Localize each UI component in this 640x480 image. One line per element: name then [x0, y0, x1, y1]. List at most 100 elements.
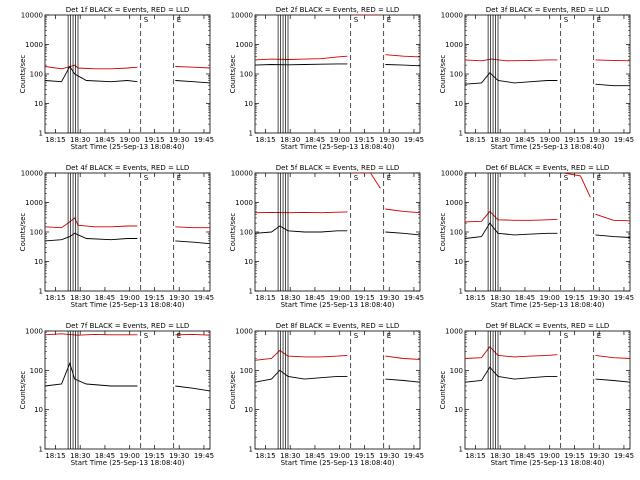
- y-tick-label: 10: [454, 100, 463, 108]
- plot-frame: [254, 14, 421, 134]
- y-tick-label: 1000: [25, 328, 43, 336]
- x-tick-label: 19:30: [589, 136, 609, 144]
- x-tick-label: 19:45: [404, 136, 424, 144]
- series-red-line: [175, 333, 210, 336]
- x-tick-label: 18:30: [70, 136, 90, 144]
- plot-frame: [44, 14, 211, 134]
- series-black-line: [175, 80, 210, 84]
- y-axis-label: Counts/sec: [229, 55, 237, 94]
- x-axis-label: Start Time (25-Sep-13 18:08:40): [281, 459, 395, 467]
- y-tick-label: 1000: [445, 199, 463, 207]
- panel-title: Det 1f BLACK = Events, RED = LLD: [66, 6, 189, 14]
- marker-s: S: [564, 174, 569, 182]
- series-red-line: [175, 226, 210, 229]
- y-tick-label: 1: [459, 288, 463, 296]
- y-tick-label: 1: [39, 130, 43, 138]
- marker-e: E: [387, 16, 391, 24]
- series-red-line: [255, 349, 348, 361]
- plot-frame: [254, 330, 421, 450]
- y-axis-label: Counts/sec: [19, 55, 27, 94]
- x-tick-label: 18:45: [515, 452, 535, 460]
- y-tick-label: 10: [454, 406, 463, 414]
- series-black-line: [255, 63, 348, 66]
- marker-e: E: [387, 174, 391, 182]
- panel-3: Det 3f BLACK = Events, RED = LLD 1 10 100 10…: [439, 6, 634, 151]
- x-tick-label: 19:15: [564, 452, 584, 460]
- x-tick-label: 19:30: [379, 452, 399, 460]
- marker-s: S: [144, 16, 149, 24]
- y-tick-label: 10000: [21, 170, 43, 178]
- x-tick-label: 19:45: [194, 452, 214, 460]
- x-tick-label: 19:00: [540, 294, 560, 302]
- x-tick-label: 18:15: [45, 294, 65, 302]
- marker-e: E: [387, 332, 391, 340]
- x-tick-label: 18:45: [95, 136, 115, 144]
- panel-title: Det 7f BLACK = Events, RED = LLD: [66, 322, 189, 330]
- y-tick-label: 1: [249, 446, 253, 454]
- x-tick-label: 19:15: [354, 452, 374, 460]
- x-tick-label: 19:30: [169, 136, 189, 144]
- x-tick-label: 19:00: [330, 452, 350, 460]
- panel-title: Det 4f BLACK = Events, RED = LLD: [66, 164, 189, 172]
- x-tick-label: 18:15: [465, 136, 485, 144]
- marker-s: S: [354, 174, 359, 182]
- series-red-line: [45, 64, 138, 70]
- x-tick-label: 19:45: [194, 136, 214, 144]
- y-tick-label: 1000: [235, 41, 253, 49]
- y-tick-label: 1000: [235, 328, 253, 336]
- panel-8: Det 8f BLACK = Events, RED = LLD 1 10 100 10…: [229, 322, 424, 467]
- panel-title: Det 3f BLACK = Events, RED = LLD: [486, 6, 609, 14]
- x-axis-label: Start Time (25-Sep-13 18:08:40): [491, 459, 605, 467]
- marker-s: S: [144, 332, 149, 340]
- y-axis-label: Counts/sec: [19, 371, 27, 410]
- marker-e: E: [597, 174, 601, 182]
- y-tick-label: 1000: [25, 41, 43, 49]
- x-tick-label: 19:00: [120, 136, 140, 144]
- series-black-line: [45, 65, 138, 83]
- x-tick-label: 19:00: [540, 136, 560, 144]
- series-black-line: [595, 83, 630, 87]
- marker-s: S: [354, 332, 359, 340]
- panel-title: Det 8f BLACK = Events, RED = LLD: [276, 322, 399, 330]
- x-axis-label: Start Time (25-Sep-13 18:08:40): [281, 301, 395, 309]
- marker-s: S: [564, 16, 569, 24]
- series-red-line: [175, 66, 210, 69]
- x-tick-label: 18:30: [280, 294, 300, 302]
- y-tick-label: 1: [39, 446, 43, 454]
- series-red-line: [385, 355, 420, 360]
- series-black-line: [385, 378, 420, 383]
- series-red-line: [255, 211, 348, 214]
- x-axis-label: Start Time (25-Sep-13 18:08:40): [491, 143, 605, 151]
- series-red-line: [595, 354, 630, 359]
- y-tick-label: 10: [34, 100, 43, 108]
- series-red-line: [465, 58, 558, 62]
- series-black-line: [465, 366, 558, 383]
- y-tick-label: 10: [244, 100, 253, 108]
- y-tick-label: 1: [459, 446, 463, 454]
- series-black-line: [595, 378, 630, 383]
- series-black-line: [465, 222, 558, 239]
- plot-frame: [44, 330, 211, 450]
- y-tick-label: 100: [240, 71, 253, 79]
- y-tick-label: 100: [240, 367, 253, 375]
- panel-9: Det 9f BLACK = Events, RED = LLD 1 10 100 10…: [439, 322, 634, 467]
- x-tick-label: 19:30: [379, 136, 399, 144]
- panel-title: Det 5f BLACK = Events, RED = LLD: [276, 164, 399, 172]
- x-tick-label: 18:15: [465, 452, 485, 460]
- y-tick-label: 100: [450, 229, 463, 237]
- y-tick-label: 1000: [445, 328, 463, 336]
- marker-s: S: [144, 174, 149, 182]
- series-red-line: [563, 173, 591, 198]
- x-tick-label: 19:30: [169, 452, 189, 460]
- x-tick-label: 19:00: [330, 294, 350, 302]
- y-tick-label: 1: [459, 130, 463, 138]
- x-tick-label: 19:15: [564, 294, 584, 302]
- x-axis-label: Start Time (25-Sep-13 18:08:40): [491, 301, 605, 309]
- y-axis-label: Counts/sec: [439, 55, 447, 94]
- x-tick-label: 19:30: [589, 294, 609, 302]
- panel-title: Det 6f BLACK = Events, RED = LLD: [486, 164, 609, 172]
- y-tick-label: 100: [30, 229, 43, 237]
- marker-e: E: [597, 16, 601, 24]
- y-axis-label: Counts/sec: [19, 213, 27, 252]
